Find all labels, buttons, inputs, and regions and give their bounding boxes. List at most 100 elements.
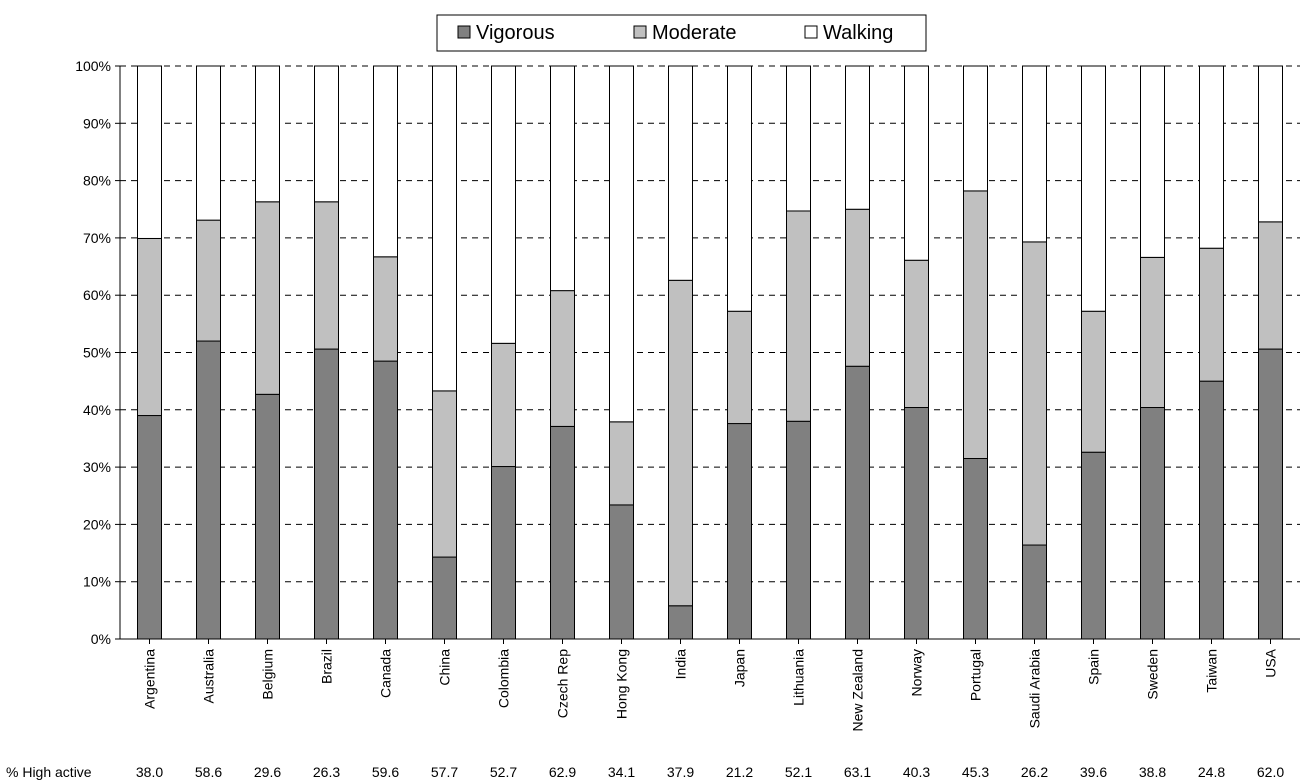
high-active-value: 24.8 bbox=[1198, 764, 1225, 780]
bar-segment-walking bbox=[550, 65, 575, 292]
bar-stack bbox=[314, 65, 339, 640]
bar-segment-moderate bbox=[137, 237, 162, 417]
bar-stack bbox=[786, 65, 811, 640]
category-label: Japan bbox=[732, 649, 748, 687]
bar-stack bbox=[668, 65, 693, 640]
bar-segment-vigorous bbox=[491, 466, 516, 640]
bar-segment-moderate bbox=[727, 310, 752, 425]
category-label: Canada bbox=[378, 649, 394, 698]
bar-stack bbox=[1081, 65, 1106, 640]
category-label: Sweden bbox=[1145, 649, 1161, 700]
legend-label-vigorous: Vigorous bbox=[476, 22, 555, 44]
high-active-value: 63.1 bbox=[844, 764, 871, 780]
bar-segment-walking bbox=[609, 65, 634, 423]
bar-segment-vigorous bbox=[550, 425, 575, 640]
bar-segment-moderate bbox=[963, 190, 988, 460]
high-active-row: % High active 38.0 58.6 29.6 26.3 59.6 57.7 52… bbox=[6, 764, 1284, 780]
high-active-value: 40.3 bbox=[903, 764, 930, 780]
bar-segment-vigorous bbox=[1199, 380, 1224, 640]
gridlines bbox=[115, 65, 1300, 640]
y-tick-label: 80% bbox=[83, 173, 111, 189]
bar-segment-walking bbox=[1258, 65, 1283, 223]
bar-segment-moderate bbox=[845, 208, 870, 367]
bar-segment-moderate bbox=[196, 219, 221, 342]
bar-segment-vigorous bbox=[373, 360, 398, 640]
bar-segment-walking bbox=[1081, 65, 1106, 312]
bar-stack bbox=[904, 65, 929, 640]
bar-segment-moderate bbox=[609, 421, 634, 506]
category-label: Belgium bbox=[260, 649, 276, 700]
category-label: Czech Rep bbox=[555, 649, 571, 718]
bar-segment-vigorous bbox=[904, 407, 929, 640]
bar-segment-moderate bbox=[786, 210, 811, 422]
bar-segment-walking bbox=[196, 65, 221, 221]
bar-segment-vigorous bbox=[314, 348, 339, 640]
bar-stack bbox=[1140, 65, 1165, 640]
high-active-value: 59.6 bbox=[372, 764, 399, 780]
bar-segment-walking bbox=[1199, 65, 1224, 249]
bar-segment-moderate bbox=[314, 201, 339, 350]
bar-stack bbox=[196, 65, 221, 640]
y-tick-label: 30% bbox=[83, 459, 111, 475]
bar-segment-moderate bbox=[432, 390, 457, 558]
y-tick-labels: 0% 10% 20% 30% 40% 50% 60% 70% 80% 90% 100% bbox=[75, 58, 111, 647]
y-tick-label: 40% bbox=[83, 402, 111, 418]
bar-segment-walking bbox=[727, 65, 752, 312]
y-tick-label: 100% bbox=[75, 58, 111, 74]
bar-segment-moderate bbox=[373, 256, 398, 362]
category-label: Norway bbox=[909, 649, 925, 696]
bar-segment-moderate bbox=[491, 342, 516, 468]
category-label: Hong Kong bbox=[614, 649, 630, 719]
bar-segment-vigorous bbox=[609, 504, 634, 640]
bar-segment-vigorous bbox=[432, 556, 457, 640]
y-tick-label: 90% bbox=[83, 115, 111, 131]
bar-stack bbox=[550, 65, 575, 640]
high-active-value: 29.6 bbox=[254, 764, 281, 780]
bar-segment-moderate bbox=[255, 201, 280, 395]
bar-stack bbox=[1199, 65, 1224, 640]
bar-segment-vigorous bbox=[196, 340, 221, 640]
category-label: USA bbox=[1263, 648, 1279, 677]
legend-box bbox=[436, 14, 927, 52]
y-tick-label: 60% bbox=[83, 287, 111, 303]
bar-segment-walking bbox=[432, 65, 457, 392]
high-active-value: 38.8 bbox=[1139, 764, 1166, 780]
bar-segment-walking bbox=[373, 65, 398, 258]
bar-segment-vigorous bbox=[845, 365, 870, 640]
bar-segment-moderate bbox=[1199, 247, 1224, 382]
category-label: Australia bbox=[201, 649, 217, 704]
bar-segment-walking bbox=[255, 65, 280, 203]
bar-segment-vigorous bbox=[1140, 407, 1165, 640]
bar-segment-vigorous bbox=[137, 415, 162, 640]
bar-segment-vigorous bbox=[727, 423, 752, 640]
bar-segment-moderate bbox=[1081, 310, 1106, 453]
high-active-value: 57.7 bbox=[431, 764, 458, 780]
bar-segment-walking bbox=[1022, 65, 1047, 243]
bar-stack bbox=[845, 65, 870, 640]
high-active-value: 38.0 bbox=[136, 764, 163, 780]
bar-segment-walking bbox=[904, 65, 929, 261]
bar-segment-moderate bbox=[550, 290, 575, 427]
bar-stack bbox=[491, 65, 516, 640]
bar-segment-walking bbox=[786, 65, 811, 212]
legend-label-moderate: Moderate bbox=[652, 22, 737, 44]
category-label: Brazil bbox=[319, 649, 335, 684]
bar-segment-vigorous bbox=[1081, 451, 1106, 640]
category-label: Saudi Arabia bbox=[1027, 649, 1043, 729]
category-label: Taiwan bbox=[1204, 649, 1220, 693]
high-active-row-label: % High active bbox=[6, 764, 92, 780]
high-active-value: 62.9 bbox=[549, 764, 576, 780]
bar-stack bbox=[137, 65, 162, 640]
high-active-value: 62.0 bbox=[1257, 764, 1284, 780]
high-active-value: 34.1 bbox=[608, 764, 635, 780]
bar-segment-vigorous bbox=[1022, 544, 1047, 640]
bar-segment-vigorous bbox=[255, 393, 280, 640]
y-tick-label: 70% bbox=[83, 230, 111, 246]
bar-stack bbox=[432, 65, 457, 640]
high-active-value: 45.3 bbox=[962, 764, 989, 780]
legend-swatch-walking bbox=[804, 25, 818, 39]
bar-segment-moderate bbox=[1140, 256, 1165, 409]
bar-stack bbox=[727, 65, 752, 640]
bar-stack bbox=[963, 65, 988, 640]
high-active-value: 52.1 bbox=[785, 764, 812, 780]
